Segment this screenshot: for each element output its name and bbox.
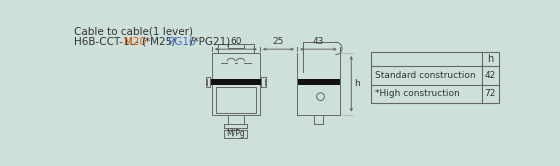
- Text: /*PG21): /*PG21): [190, 37, 230, 47]
- Bar: [262, 77, 266, 87]
- Text: 42: 42: [484, 71, 496, 80]
- Text: *High construction: *High construction: [375, 89, 460, 98]
- Text: Standard construction: Standard construction: [375, 71, 476, 80]
- Text: h: h: [354, 79, 360, 88]
- Bar: [212, 53, 260, 115]
- Text: H6B-CCT-1L-: H6B-CCT-1L-: [74, 37, 139, 47]
- Text: (*M25/: (*M25/: [141, 37, 176, 47]
- Text: 43: 43: [312, 37, 324, 46]
- Bar: [297, 79, 340, 85]
- Text: 60: 60: [230, 37, 241, 46]
- Text: M20: M20: [124, 37, 146, 47]
- Text: 72: 72: [484, 89, 496, 98]
- Text: PG16: PG16: [168, 37, 196, 47]
- Text: 25: 25: [273, 37, 284, 46]
- Bar: [206, 77, 210, 87]
- Text: M/Pg: M/Pg: [226, 129, 245, 138]
- Text: h: h: [487, 54, 493, 64]
- Bar: [207, 79, 264, 85]
- Bar: [371, 52, 498, 103]
- Bar: [224, 130, 248, 138]
- Text: Cable to cable(1 lever): Cable to cable(1 lever): [74, 26, 193, 36]
- Bar: [216, 87, 256, 113]
